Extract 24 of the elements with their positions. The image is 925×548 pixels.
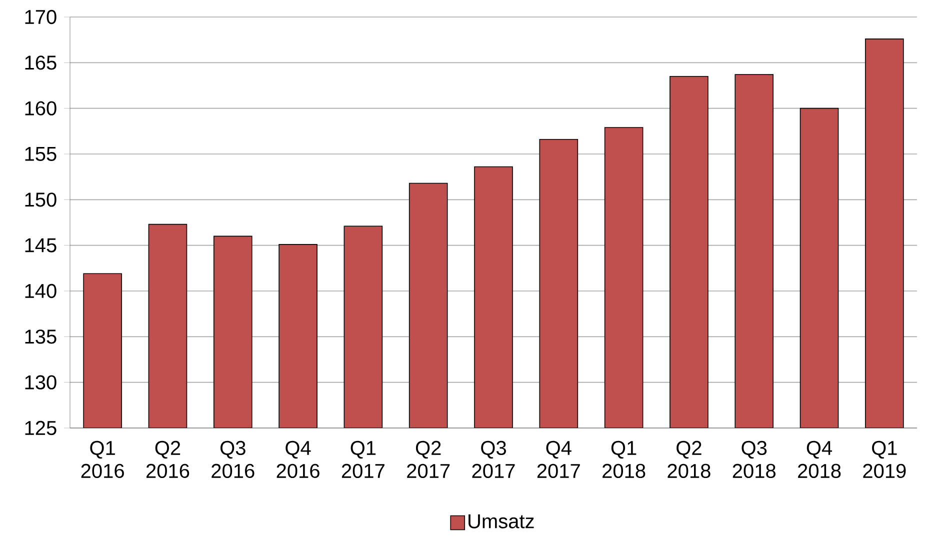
x-tick-label: Q1 2019 (863, 440, 906, 478)
x-tick-label: Q2 2016 (146, 440, 190, 478)
x-tick-label: Q3 2016 (212, 440, 254, 478)
y-tick-label: 170 (25, 10, 56, 24)
x-tick-label: Q4 2018 (798, 440, 841, 478)
y-tick-label: 135 (25, 330, 56, 344)
y-tick-label: 145 (25, 238, 56, 252)
y-tick-label: 140 (25, 284, 56, 298)
x-tick-label: Q4 2017 (537, 440, 580, 478)
y-tick-label: 150 (25, 192, 56, 207)
x-tick-label: Q2 2018 (668, 440, 710, 478)
x-tick-label: Q3 2018 (732, 440, 776, 478)
x-tick-label: Q4 2016 (276, 440, 320, 478)
x-tick-label: Q2 2017 (407, 440, 450, 478)
legend-label: Umsatz (468, 514, 534, 528)
x-tick-label: Q1 2017 (342, 440, 384, 478)
y-tick-label: 130 (25, 375, 56, 390)
x-tick-label: Q3 2017 (472, 440, 515, 478)
y-tick-label: 165 (25, 56, 56, 70)
y-tick-label: 125 (25, 420, 56, 436)
y-tick-label: 160 (25, 101, 56, 116)
y-tick-label: 155 (25, 147, 56, 161)
x-tick-label: Q1 2018 (602, 440, 646, 478)
x-tick-label: Q1 2016 (81, 440, 124, 478)
